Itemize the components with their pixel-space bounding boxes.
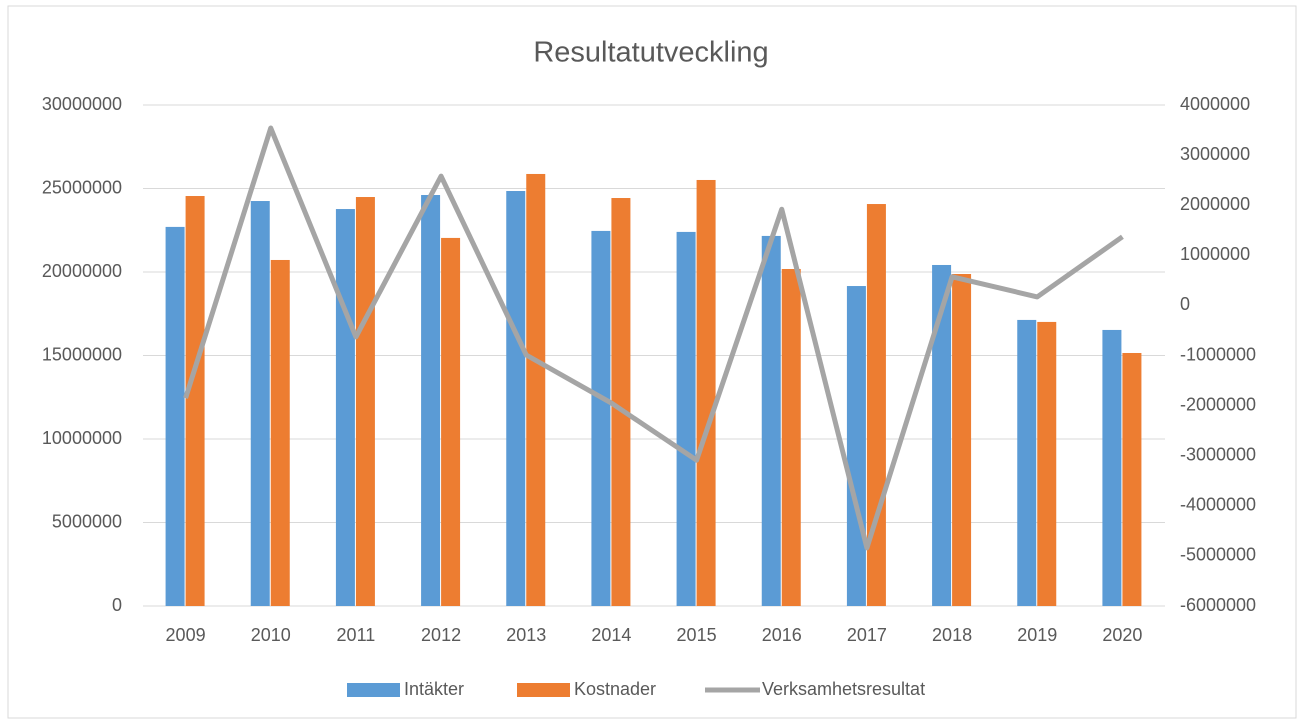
bar [591, 230, 611, 606]
y-tick-label: 0 [112, 595, 122, 615]
y2-tick-label: -5000000 [1180, 545, 1256, 565]
bar [355, 197, 375, 606]
chart-border [7, 5, 1297, 719]
bar [696, 179, 716, 606]
legend-swatch [517, 683, 570, 697]
x-tick-label: 2018 [932, 625, 972, 645]
x-tick-label: 2019 [1017, 625, 1057, 645]
legend-label: Verksamhetsresultat [762, 679, 925, 699]
bar [185, 196, 205, 606]
x-tick-label: 2014 [591, 625, 631, 645]
bar [1102, 329, 1122, 606]
y2-tick-label: -6000000 [1180, 595, 1256, 615]
bar [676, 231, 696, 607]
legend-label: Intäkter [404, 679, 464, 699]
bar [846, 286, 866, 606]
x-tick-label: 2010 [251, 625, 291, 645]
y-tick-label: 10000000 [42, 428, 122, 448]
bar [932, 264, 952, 606]
bar [270, 259, 290, 606]
y2-tick-label: -2000000 [1180, 394, 1256, 414]
bar [506, 191, 526, 606]
y2-tick-label: -1000000 [1180, 344, 1256, 364]
bar [952, 274, 972, 606]
y2-tick-label: 2000000 [1180, 194, 1250, 214]
y-tick-label: 30000000 [42, 94, 122, 114]
bar [441, 237, 461, 606]
y2-tick-label: 1000000 [1180, 244, 1250, 264]
bar [611, 198, 631, 607]
bar [526, 173, 546, 606]
bar [421, 195, 441, 606]
line [183, 125, 1124, 551]
bar [761, 235, 781, 607]
legend-label: Kostnader [574, 679, 656, 699]
bar [1017, 319, 1037, 606]
bar [335, 209, 355, 606]
x-tick-label: 2012 [421, 625, 461, 645]
x-tick-label: 2020 [1102, 625, 1142, 645]
bar [1037, 321, 1057, 606]
x-tick-label: 2013 [506, 625, 546, 645]
x-tick-label: 2017 [847, 625, 887, 645]
y-tick-label: 25000000 [42, 177, 122, 197]
y2-tick-label: 4000000 [1180, 94, 1250, 114]
y-tick-label: 5000000 [52, 511, 122, 531]
legend-swatch [347, 683, 400, 697]
bar [165, 226, 185, 606]
bar [781, 268, 801, 606]
y2-tick-label: 0 [1180, 294, 1190, 314]
y2-tick-label: -4000000 [1180, 495, 1256, 515]
y2-tick-label: -3000000 [1180, 444, 1256, 464]
bar [1122, 352, 1142, 606]
chart-title: Resultatutveckling [533, 37, 768, 69]
x-tick-label: 2015 [677, 625, 717, 645]
x-tick-label: 2016 [762, 625, 802, 645]
bar [250, 201, 270, 606]
x-tick-label: 2009 [166, 625, 206, 645]
x-tick-label: 2011 [337, 625, 376, 645]
y-tick-label: 20000000 [42, 261, 122, 281]
y2-tick-label: 3000000 [1180, 144, 1250, 164]
y-tick-label: 15000000 [42, 344, 122, 364]
